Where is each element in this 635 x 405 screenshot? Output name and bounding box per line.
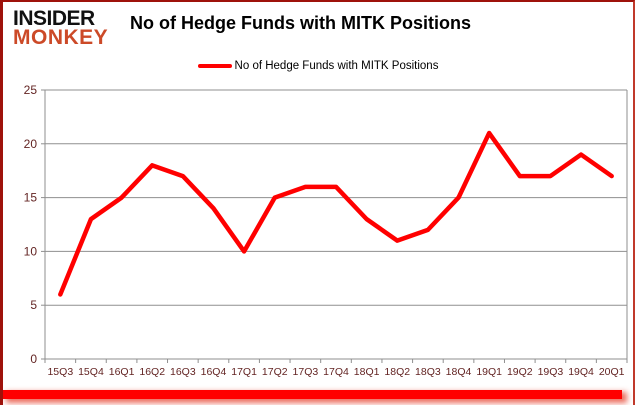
x-tick-label: 18Q3 <box>415 366 441 378</box>
y-tick-label: 0 <box>30 352 37 366</box>
x-tick-label: 17Q2 <box>262 366 288 378</box>
x-tick-label: 19Q2 <box>507 366 533 378</box>
x-tick-label: 16Q2 <box>139 366 165 378</box>
chart-title: No of Hedge Funds with MITK Positions <box>130 13 471 33</box>
y-tick-label: 25 <box>24 83 38 97</box>
legend-series-label: No of Hedge Funds with MITK Positions <box>234 60 439 72</box>
x-tick-label: 17Q4 <box>323 366 349 378</box>
x-tick-label: 19Q1 <box>476 366 502 378</box>
x-tick-label: 16Q3 <box>170 366 196 378</box>
x-tick-label: 20Q1 <box>599 366 625 378</box>
x-tick-label: 19Q3 <box>538 366 564 378</box>
x-tick-label: 18Q4 <box>446 366 472 378</box>
x-tick-label: 18Q2 <box>384 366 410 378</box>
x-tick-label: 17Q3 <box>293 366 319 378</box>
y-tick-label: 5 <box>30 298 37 312</box>
legend-line-swatch <box>197 64 232 68</box>
x-tick-label: 17Q1 <box>231 366 257 378</box>
x-tick-label: 18Q1 <box>354 366 380 378</box>
x-tick-label: 16Q4 <box>201 366 227 378</box>
x-tick-label: 19Q4 <box>568 366 594 378</box>
x-tick-label: 15Q3 <box>47 366 73 378</box>
line-chart: 0 5 10 15 20 25 15Q3 15Q4 16Q1 16Q2 16Q3 16Q4 17Q1 17… <box>24 83 628 378</box>
logo-text-monkey: MONKEY <box>13 26 109 49</box>
y-tick-label: 20 <box>24 137 38 151</box>
x-tick-label: 16Q1 <box>109 366 135 378</box>
logo-text-insider: INSIDER <box>13 7 95 30</box>
series-line <box>58 130 614 297</box>
y-tick-label: 10 <box>24 244 38 258</box>
bottom-red-bar <box>3 390 622 399</box>
y-tick-label: 15 <box>24 191 38 205</box>
x-tick-label: 15Q4 <box>78 366 104 378</box>
chart-legend: No of Hedge Funds with MITK Positions <box>3 60 633 72</box>
insider-monkey-logo: INSIDER MONKEY <box>13 8 108 48</box>
